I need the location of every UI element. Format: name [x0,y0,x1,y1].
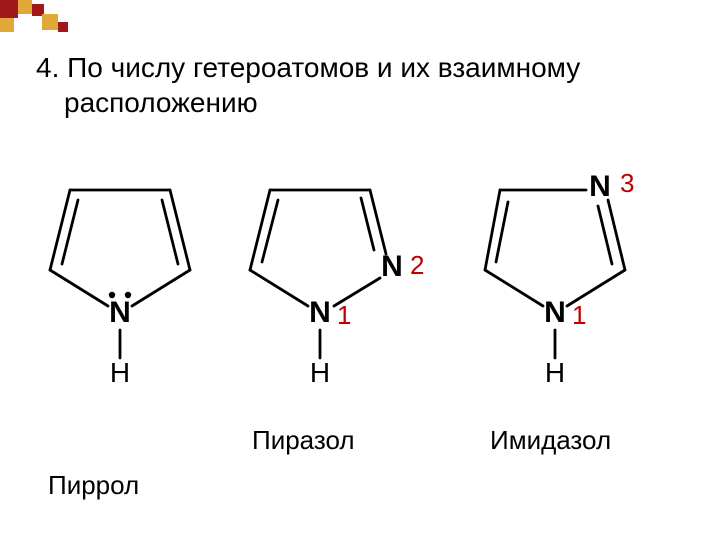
label-imidazole: Имидазол [490,425,611,456]
deco-sq [0,0,18,18]
lone-pair-dot [125,292,131,298]
label-pyrrole: Пиррол [48,470,139,501]
atom-N1: N [309,296,331,329]
num-imidazole-3: 3 [620,168,634,199]
pyrazole-svg: N N H [250,160,420,390]
num-pyrazole-2: 2 [410,250,424,281]
num-imidazole-1: 1 [572,300,586,331]
atom-N3: N [589,170,611,203]
deco-sq [18,0,32,14]
deco-sq [58,22,68,32]
atom-H: H [110,357,130,388]
label-pyrazole: Пиразол [252,425,355,456]
pyrrole-svg: N H [40,160,210,390]
num-pyrazole-1: 1 [337,300,351,331]
deco-sq [42,14,58,30]
heading-line1: 4. По числу гетероатомов и их взаимному [36,52,580,83]
atom-N1: N [544,296,566,329]
structure-pyrrole: N H [40,160,210,395]
deco-sq [0,18,14,32]
lone-pair-dot [109,292,115,298]
heading: 4. По числу гетероатомов и их взаимному … [36,50,580,120]
heading-line2: расположению [64,87,258,118]
atom-N: N [109,296,131,329]
atom-H: H [310,357,330,388]
structure-pyrazole: N N H [250,160,420,395]
atom-H: H [545,357,565,388]
atom-N2: N [381,250,403,283]
